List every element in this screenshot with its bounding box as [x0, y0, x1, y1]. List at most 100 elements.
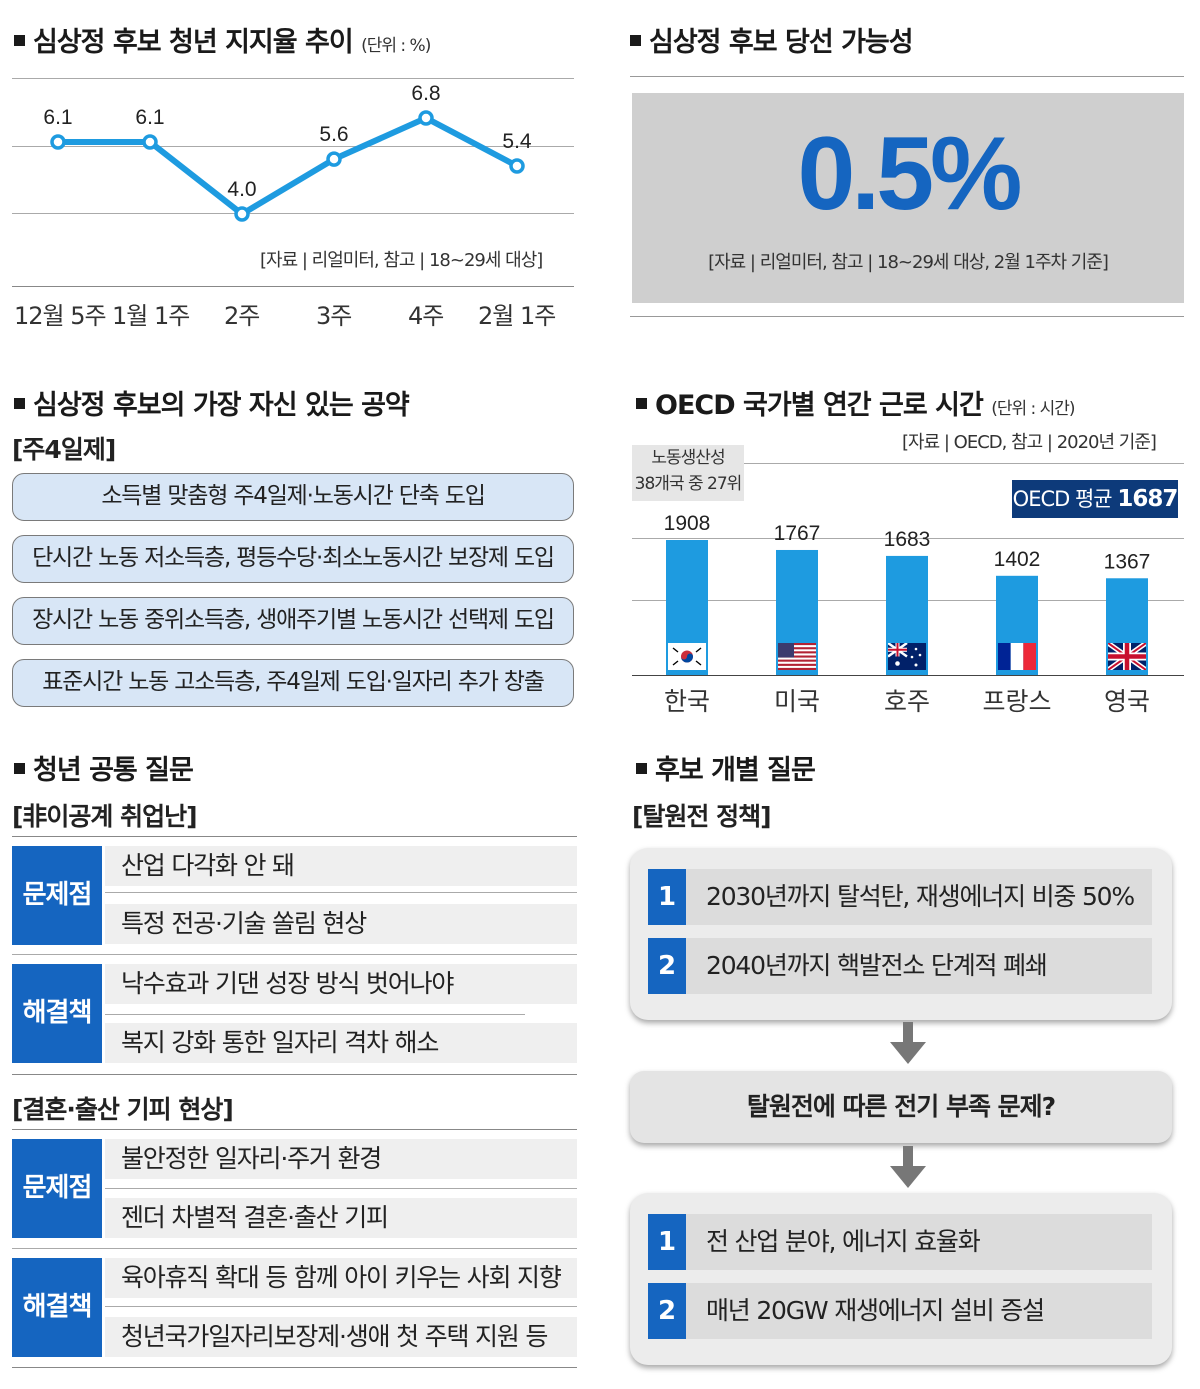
bar-category-label: 프랑스 [982, 687, 1052, 716]
solution-row: 복지 강화 통한 일자리 격차 해소 [105, 1023, 577, 1063]
problem-label: 문제점 [12, 1139, 102, 1238]
win-chance-box: 0.5% [자료 | 리얼미터, 참고 | 18~29세 대상, 2월 1주차 … [632, 93, 1184, 303]
win-chance-title: 심상정 후보 당선 가능성 [630, 20, 914, 59]
arrow-down-icon [890, 1022, 926, 1064]
problem-row: 젠더 차별적 결혼·출산 기피 [105, 1198, 577, 1238]
support-value-label: 6.1 [43, 106, 72, 129]
answer-item: 2 매년 20GW 재생에너지 설비 증설 [648, 1283, 1152, 1339]
pledges-subtitle: [주4일제] [12, 435, 116, 464]
divider [12, 836, 577, 837]
policy-item: 2 2040년까지 핵발전소 단계적 폐쇄 [648, 938, 1152, 994]
answer-item: 1 전 산업 분야, 에너지 효율화 [648, 1214, 1152, 1270]
square-bullet-icon [636, 763, 647, 774]
square-bullet-icon [636, 398, 647, 409]
oecd-average-value: 1687 [1117, 486, 1178, 512]
square-bullet-icon [14, 763, 25, 774]
solution-label: 해결책 [12, 1258, 102, 1357]
x-tick-label: 1월 1주 [112, 302, 190, 330]
item-text: 매년 20GW 재생에너지 설비 증설 [706, 1296, 1045, 1325]
grid-line [632, 538, 1184, 539]
policy-item: 1 2030년까지 탈석탄, 재생에너지 비중 50% [648, 869, 1152, 925]
square-bullet-icon [14, 35, 25, 46]
divider [105, 1306, 577, 1307]
divider [12, 1074, 577, 1075]
bar-baseline [632, 675, 1184, 676]
item-number: 2 [648, 1283, 686, 1339]
x-tick-label: 2월 1주 [478, 302, 556, 330]
support-value-label: 6.1 [135, 106, 164, 129]
solution-row: 낙수효과 기댄 성장 방식 벗어나야 [105, 964, 577, 1004]
support-series-line [58, 114, 519, 218]
solution-row: 청년국가일자리보장제·생애 첫 주택 지원 등 [105, 1317, 577, 1357]
divider [12, 1248, 577, 1249]
square-bullet-icon [630, 35, 641, 46]
x-tick-label: 4주 [408, 302, 444, 330]
problem-label: 문제점 [12, 846, 102, 945]
oecd-source: [자료 | OECD, 참고 | 2020년 기준] [902, 432, 1157, 453]
question-box: 탈원전에 따른 전기 부족 문제? [630, 1071, 1172, 1143]
policy-panel: 1 2030년까지 탈석탄, 재생에너지 비중 50% 2 2040년까지 핵발… [630, 848, 1172, 1020]
grid-line [632, 463, 1184, 464]
divider [12, 286, 574, 287]
support-point [142, 134, 158, 150]
oecd-unit: (단위 : 시간) [991, 399, 1075, 419]
item-number: 1 [648, 1214, 686, 1270]
bar-value-label: 1908 [664, 512, 711, 535]
oecd-bar-chart: 1908 1767 1683 1402 1367 [664, 512, 1151, 675]
bar-category-label: 호주 [883, 687, 930, 716]
x-tick-label: 12월 5주 [14, 302, 107, 330]
support-line-chart: 6.1 6.1 4.0 5.6 6.8 5.4 [43, 82, 532, 222]
support-trend-title-text: 심상정 후보 청년 지지율 추이 [33, 27, 354, 58]
answer-panel: 1 전 산업 분야, 에너지 효율화 2 매년 20GW 재생에너지 설비 증설 [630, 1193, 1172, 1365]
pledge-item: 표준시간 노동 고소득층, 주4일제 도입·일자리 추가 창출 [12, 659, 574, 707]
item-text: 2040년까지 핵발전소 단계적 폐쇄 [706, 951, 1048, 980]
oecd-title-text: OECD 국가별 연간 근로 시간 [655, 390, 984, 421]
item-text: 전 산업 분야, 에너지 효율화 [706, 1227, 981, 1256]
uk-flag-icon [1108, 643, 1146, 670]
korea-flag-icon [668, 643, 706, 670]
support-value-label: 4.0 [227, 178, 256, 201]
usa-flag-icon [778, 643, 816, 670]
support-trend-source: [자료 | 리얼미터, 참고 | 18~29세 대상] [260, 250, 543, 271]
support-value-label: 6.8 [411, 82, 440, 105]
divider [12, 1367, 577, 1368]
item-number: 2 [648, 938, 686, 994]
support-value-label: 5.4 [502, 130, 532, 153]
bar-category-label: 한국 [663, 687, 710, 716]
bar-category-label: 영국 [1103, 687, 1150, 716]
youth-group-subtitle: [결혼·출산 기피 현상] [12, 1095, 234, 1124]
france-flag-icon [998, 643, 1036, 670]
divider [12, 954, 577, 955]
support-trend-unit: (단위 : %) [361, 36, 431, 56]
solution-label: 해결책 [12, 964, 102, 1063]
oecd-average-label: OECD 평균 [1012, 487, 1113, 511]
bar-value-label: 1767 [774, 522, 821, 545]
youth-group-subtitle: [非이공계 취업난] [12, 802, 198, 831]
problem-row: 불안정한 일자리·주거 환경 [105, 1139, 577, 1179]
pledges-title-text: 심상정 후보의 가장 자신 있는 공약 [33, 390, 410, 421]
divider [105, 892, 577, 893]
australia-flag-icon [888, 643, 926, 670]
solution-row: 육아휴직 확대 등 함께 아이 키우는 사회 지향 [105, 1258, 577, 1298]
arrow-down-icon [890, 1146, 926, 1188]
pledges-title: 심상정 후보의 가장 자신 있는 공약 [14, 383, 410, 422]
productivity-line1: 노동생산성 [651, 448, 725, 468]
bar-value-label: 1683 [884, 528, 931, 551]
x-tick-label: 2주 [224, 302, 260, 330]
win-chance-value: 0.5% [797, 116, 1022, 232]
support-point [50, 134, 66, 150]
support-value-label: 5.6 [319, 123, 348, 146]
win-chance-source: [자료 | 리얼미터, 참고 | 18~29세 대상, 2월 1주차 기준] [708, 252, 1109, 273]
pledge-item: 장시간 노동 중위소득층, 생애주기별 노동시간 선택제 도입 [12, 597, 574, 645]
grid-line [12, 78, 574, 79]
pledge-item: 소득별 맞춤형 주4일제·노동시간 단축 도입 [12, 473, 574, 521]
bar-value-label: 1367 [1104, 550, 1151, 573]
support-point [234, 206, 250, 222]
oecd-average-badge: OECD 평균 1687 [1012, 480, 1178, 518]
pledge-item: 단시간 노동 저소득층, 평등수당·최소노동시간 보장제 도입 [12, 535, 574, 583]
problem-row: 특정 전공·기술 쏠림 현상 [105, 904, 577, 944]
grid-line [12, 146, 574, 147]
oecd-title: OECD 국가별 연간 근로 시간 (단위 : 시간) [636, 383, 1076, 422]
x-tick-label: 3주 [316, 302, 352, 330]
item-text: 2030년까지 탈석탄, 재생에너지 비중 50% [706, 882, 1135, 911]
